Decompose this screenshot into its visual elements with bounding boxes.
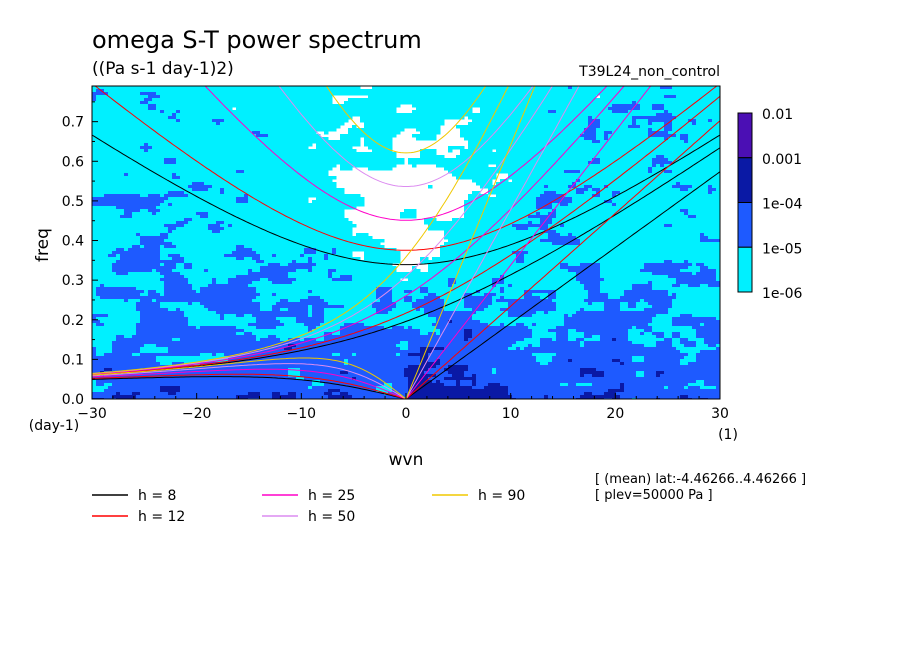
curve-kelvin-h25	[405, 86, 652, 399]
curve-kelvin-h50	[405, 86, 580, 399]
y-tick-label: 0.6	[62, 154, 84, 170]
legend-label-h50: h = 50	[308, 509, 355, 525]
y-tick-label: 0.5	[62, 194, 84, 210]
curve-er1-h50	[92, 363, 407, 399]
x-tick-label: 0	[402, 406, 411, 422]
colorbar-swatch	[737, 246, 753, 293]
curve-ig1-h50	[278, 86, 534, 187]
curve-mrg-h90	[92, 86, 509, 374]
y-axis-label: freq	[33, 228, 53, 262]
annotation-lat: [ (mean) lat:-4.46266..4.46266 ]	[595, 472, 806, 487]
chart-title: omega S-T power spectrum	[92, 26, 422, 54]
x-tick-label: 20	[606, 406, 624, 422]
y-axis-unit: (day-1)	[29, 418, 79, 434]
dispersion-curves	[92, 86, 720, 399]
y-tick-label: 0.1	[62, 352, 84, 368]
experiment-label: T39L24_non_control	[578, 64, 720, 80]
colorbar-label: 1e-05	[762, 241, 802, 257]
curve-er1-h25	[92, 368, 407, 399]
curve-ig1-h12	[94, 86, 718, 251]
y-tick-label: 0.2	[62, 313, 84, 329]
x-axis: −30 −20 −10 0 10 20 30	[77, 393, 729, 422]
x-axis-unit: (1)	[718, 427, 738, 443]
x-tick-label: 30	[711, 406, 729, 422]
curve-er1-h8	[92, 376, 407, 399]
curve-ig1-h8	[92, 134, 720, 266]
colorbar: 0.01 0.001 1e-04 1e-05 1e-06	[737, 107, 802, 302]
annotation-plev: [ plev=50000 Pa ]	[595, 488, 713, 503]
x-tick-label: −10	[287, 406, 317, 422]
curve-mrg-h25	[92, 86, 625, 375]
curve-mrg-h50	[92, 86, 553, 375]
y-tick-label: 0.0	[62, 392, 84, 408]
chart-units: ((Pa s-1 day-1)2)	[92, 59, 234, 79]
colorbar-label: 1e-06	[762, 286, 802, 302]
legend-label-h12: h = 12	[138, 509, 185, 525]
y-tick-label: 0.3	[62, 273, 84, 289]
colorbar-label: 0.01	[762, 107, 793, 123]
legend-label-h90: h = 90	[478, 488, 525, 504]
y-axis: 0.0 0.1 0.2 0.3 0.4 0.5 0.6 0.7	[62, 101, 98, 408]
curve-kelvin-h8	[405, 171, 720, 399]
colorbar-label: 1e-04	[762, 197, 802, 213]
curve-er1-h90	[92, 357, 407, 399]
colorbar-swatch	[737, 112, 753, 159]
legend-label-h25: h = 25	[308, 488, 355, 504]
y-tick-label: 0.7	[62, 115, 84, 131]
curve-ig1-h90	[325, 86, 487, 154]
x-tick-label: −30	[77, 406, 107, 422]
x-axis-label: wvn	[389, 450, 424, 470]
y-tick-label: 0.4	[62, 234, 84, 250]
legend-label-h8: h = 8	[138, 488, 176, 504]
curve-mrg-h12	[92, 95, 720, 376]
curve-ig1-h25	[204, 86, 608, 221]
x-tick-label: −20	[182, 406, 212, 422]
colorbar-label: 0.001	[762, 152, 802, 168]
dispersion-legend: h = 8 h = 12 h = 25 h = 50 h = 90	[92, 488, 525, 525]
colorbar-swatch	[737, 157, 753, 203]
colorbar-swatch	[737, 202, 753, 248]
curve-er1-h12	[92, 373, 407, 399]
curve-kelvin-h90	[405, 86, 536, 399]
x-tick-label: 10	[502, 406, 520, 422]
curve-kelvin-h12	[405, 120, 720, 399]
